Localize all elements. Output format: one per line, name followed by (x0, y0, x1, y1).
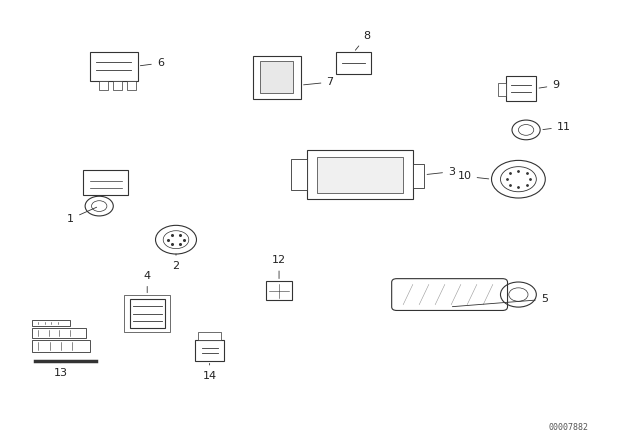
Text: 7: 7 (303, 77, 333, 87)
Text: 5: 5 (452, 294, 548, 307)
Text: 2: 2 (172, 254, 180, 271)
Text: 6: 6 (140, 58, 164, 68)
Text: 13: 13 (54, 361, 68, 378)
FancyBboxPatch shape (506, 76, 536, 101)
FancyBboxPatch shape (307, 150, 413, 199)
FancyBboxPatch shape (317, 157, 403, 193)
FancyBboxPatch shape (32, 328, 86, 338)
FancyBboxPatch shape (99, 81, 108, 90)
FancyBboxPatch shape (266, 281, 292, 300)
FancyBboxPatch shape (90, 52, 138, 81)
FancyBboxPatch shape (127, 81, 136, 90)
Text: 4: 4 (143, 271, 151, 293)
Text: 3: 3 (427, 167, 455, 177)
FancyBboxPatch shape (498, 83, 506, 96)
FancyBboxPatch shape (260, 61, 293, 93)
Text: 10: 10 (458, 171, 489, 181)
FancyBboxPatch shape (83, 170, 128, 195)
FancyBboxPatch shape (195, 340, 224, 361)
FancyBboxPatch shape (413, 164, 424, 188)
Text: 00007882: 00007882 (549, 423, 589, 432)
Text: 11: 11 (543, 122, 571, 132)
FancyBboxPatch shape (336, 52, 371, 74)
FancyBboxPatch shape (130, 299, 165, 328)
FancyBboxPatch shape (291, 159, 307, 190)
FancyBboxPatch shape (253, 56, 301, 99)
Text: 1: 1 (67, 207, 97, 224)
FancyBboxPatch shape (32, 320, 70, 326)
Text: 9: 9 (539, 81, 559, 90)
FancyBboxPatch shape (198, 332, 221, 340)
Text: 14: 14 (202, 363, 217, 380)
FancyBboxPatch shape (32, 340, 90, 352)
FancyBboxPatch shape (113, 81, 122, 90)
FancyBboxPatch shape (392, 279, 508, 310)
Text: 8: 8 (355, 31, 371, 50)
Text: 12: 12 (272, 255, 286, 279)
